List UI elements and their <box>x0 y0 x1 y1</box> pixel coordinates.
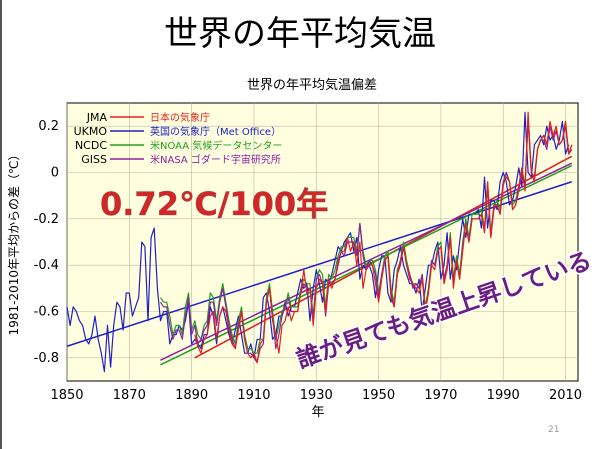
x-tick-label: 1850 <box>50 388 83 403</box>
y-tick-label: 0 <box>51 166 59 181</box>
series-line-jma <box>194 111 573 364</box>
legend-name-jma: 日本の気象庁 <box>150 111 210 124</box>
x-tick-label: 1870 <box>113 388 146 403</box>
legend-code-ncdc: NCDC <box>75 139 107 152</box>
y-tick-label: 0.2 <box>38 119 59 134</box>
axis-ticks: 1850 1870 1890 1910 1930 1950 1970 1990 2010 0.2 0… <box>34 119 582 403</box>
y-tick-label: -0.8 <box>34 351 59 366</box>
series-lines <box>66 111 573 373</box>
x-tick-label: 1990 <box>487 388 520 403</box>
legend-name-giss: 米NASA ゴダード宇宙研究所 <box>150 153 281 166</box>
legend-code-ukmo: UKMO <box>74 125 108 138</box>
slide-title: 世界の年平均気温 <box>164 14 436 54</box>
page-number: 21 <box>548 425 560 435</box>
legend-name-ukmo: 英国の気象庁（Met Office） <box>150 125 281 138</box>
grid-layer <box>66 103 578 381</box>
x-axis-label: 年 <box>311 405 324 420</box>
x-tick-label: 2010 <box>549 388 582 403</box>
x-tick-label: 1970 <box>424 388 457 403</box>
trend-rate-annotation: 0.72℃/100年 <box>100 185 328 223</box>
y-tick-label: -0.6 <box>34 305 59 320</box>
chart-title: 世界の年平均気温偏差 <box>247 77 377 93</box>
slide-left-border <box>0 0 2 449</box>
legend-name-ncdc: 米NOAA 気候データセンター <box>150 139 282 152</box>
legend-code-jma: JMA <box>86 111 108 124</box>
x-tick-label: 1910 <box>237 388 270 403</box>
plot-area <box>66 102 579 382</box>
x-tick-label: 1950 <box>362 388 395 403</box>
x-tick-label: 1930 <box>300 388 333 403</box>
trend-line-ukmo <box>66 181 573 347</box>
legend-code-giss: GISS <box>81 153 107 166</box>
y-tick-label: -0.4 <box>34 258 59 273</box>
x-tick-label: 1890 <box>175 388 208 403</box>
y-axis-label: 1981-2010年平均からの差（℃） <box>7 149 21 336</box>
legend: JMA 日本の気象庁 UKMO 英国の気象庁（Met Office） NCDC 米NOAA… <box>74 111 283 166</box>
y-tick-label: -0.2 <box>34 212 59 227</box>
